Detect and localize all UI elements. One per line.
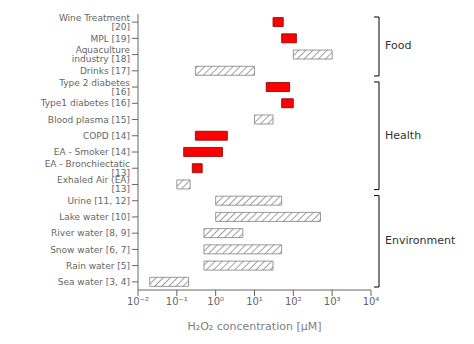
svg-text:10⁴: 10⁴: [363, 296, 380, 307]
svg-text:Exhaled Air (EA)[13]: Exhaled Air (EA)[13]: [57, 175, 130, 194]
svg-text:10²: 10²: [285, 296, 302, 307]
svg-text:10¹: 10¹: [246, 296, 263, 307]
svg-text:Rain water [5]: Rain water [5]: [66, 261, 130, 271]
svg-text:Snow water [6, 7]: Snow water [6, 7]: [50, 245, 130, 255]
svg-text:Health: Health: [385, 129, 421, 142]
svg-text:Type 2 diabetes[16]: Type 2 diabetes[16]: [58, 78, 130, 97]
svg-text:Lake water [10]: Lake water [10]: [59, 212, 130, 222]
svg-text:COPD [14]: COPD [14]: [83, 131, 130, 141]
svg-text:10³: 10³: [324, 296, 341, 307]
svg-text:Sea water [3, 4]: Sea water [3, 4]: [58, 277, 130, 287]
svg-text:Food: Food: [385, 39, 411, 52]
svg-text:MPL [19]: MPL [19]: [90, 34, 130, 44]
svg-text:Aquacultureindustry [18]: Aquacultureindustry [18]: [72, 45, 131, 64]
html-text:[13]: [13]: [111, 167, 130, 178]
svg-text:Blood plasma [15]: Blood plasma [15]: [48, 115, 130, 125]
svg-text:Wine Treatment[20]: Wine Treatment[20]: [59, 13, 131, 32]
svg-text:Drinks [17]: Drinks [17]: [80, 66, 130, 76]
svg-text:River water [8, 9]: River water [8, 9]: [51, 228, 130, 238]
svg-text:H₂O₂ concentration [μM]: H₂O₂ concentration [μM]: [188, 320, 322, 333]
svg-text:10⁰: 10⁰: [207, 296, 224, 307]
svg-text:10⁻¹: 10⁻¹: [166, 296, 188, 307]
svg-text:EA - Smoker [14]: EA - Smoker [14]: [54, 147, 130, 157]
html-text:EA - Bronchiectatic: EA - Bronchiectatic: [44, 158, 130, 169]
svg-text:Type1 diabetes [16]: Type1 diabetes [16]: [40, 98, 130, 108]
svg-text:Environment: Environment: [385, 234, 456, 247]
svg-text:10⁻²: 10⁻²: [127, 296, 149, 307]
svg-text:Urine [11, 12]: Urine [11, 12]: [67, 196, 130, 206]
